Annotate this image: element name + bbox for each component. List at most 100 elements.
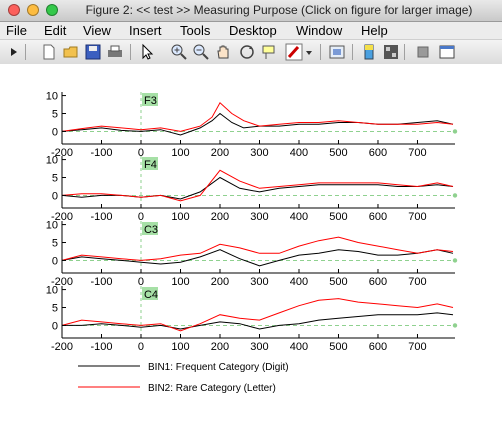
legend-label-bin2: BIN2: Rare Category (Letter) — [148, 383, 276, 394]
y-tick-label: 0 — [52, 190, 58, 202]
x-tick-label: 0 — [138, 276, 144, 288]
print-icon[interactable] — [106, 43, 124, 61]
y-tick-label: 0 — [52, 255, 58, 267]
x-tick-label: -200 — [51, 341, 73, 353]
y-tick-label: 10 — [46, 91, 58, 103]
menu-bar: File Edit View Insert Tools Desktop Wind… — [0, 22, 502, 39]
pointer-icon[interactable] — [138, 43, 156, 61]
arrow-icon[interactable] — [5, 43, 23, 61]
menu-edit[interactable]: Edit — [44, 23, 67, 38]
x-tick-label: 0 — [138, 211, 144, 223]
y-tick-label: 5 — [52, 303, 58, 315]
channel-c4-axes: C4 0 5 10 -200 -100 0 100 200 300 400 500 600 700 — [46, 285, 458, 353]
toolbar-separator — [404, 44, 405, 60]
x-tick-label: 500 — [329, 276, 347, 288]
zoom-window-button[interactable] — [46, 4, 58, 16]
legend: BIN1: Frequent Category (Digit) BIN2: Rar… — [78, 362, 289, 394]
menu-desktop[interactable]: Desktop — [229, 23, 277, 38]
zoom-out-icon[interactable] — [192, 43, 210, 61]
x-tick-label: 400 — [290, 341, 308, 353]
x-tick-label: 700 — [408, 147, 426, 159]
x-tick-label: 400 — [290, 276, 308, 288]
zoom-in-icon[interactable] — [170, 43, 188, 61]
y-tick-label: 10 — [46, 155, 58, 167]
rotate-icon[interactable] — [238, 43, 256, 61]
x-tick-label: 100 — [171, 147, 189, 159]
x-tick-label: 600 — [369, 276, 387, 288]
x-tick-label: 200 — [211, 211, 229, 223]
range-end-dot — [452, 129, 458, 134]
colorbar-icon[interactable] — [360, 43, 378, 61]
menu-help[interactable]: Help — [361, 23, 388, 38]
x-tick-label: -100 — [90, 276, 112, 288]
open-folder-icon[interactable] — [62, 43, 80, 61]
y-tick-label: 5 — [52, 109, 58, 121]
x-tick-label: -100 — [90, 147, 112, 159]
legend-icon[interactable] — [382, 43, 400, 61]
save-icon[interactable] — [84, 43, 102, 61]
x-tick-label: 100 — [171, 341, 189, 353]
channel-label: F4 — [144, 159, 157, 171]
dock-icon[interactable] — [438, 43, 456, 61]
pan-icon[interactable] — [214, 43, 232, 61]
bin2-waveform — [61, 102, 454, 132]
menu-window[interactable]: Window — [296, 23, 343, 38]
menu-tools[interactable]: Tools — [180, 23, 211, 38]
x-tick-label: 700 — [408, 211, 426, 223]
bin2-waveform — [61, 298, 454, 332]
y-tick-label: 10 — [46, 285, 58, 297]
x-tick-label: 400 — [290, 147, 308, 159]
range-end-dot — [452, 193, 458, 198]
menu-file[interactable]: File — [6, 23, 27, 38]
x-tick-label: -100 — [90, 341, 112, 353]
x-tick-label: -200 — [51, 276, 73, 288]
x-tick-label: 0 — [138, 147, 144, 159]
x-tick-label: -100 — [90, 211, 112, 223]
brush-icon[interactable] — [285, 43, 303, 61]
x-tick-label: 500 — [329, 341, 347, 353]
toolbar-separator — [25, 44, 26, 60]
x-tick-label: 200 — [211, 341, 229, 353]
toolbar — [0, 39, 502, 65]
y-tick-label: 5 — [52, 173, 58, 185]
x-tick-label: 100 — [171, 276, 189, 288]
menu-insert[interactable]: Insert — [129, 23, 162, 38]
title-bar: Figure 2: << test >> Measuring Purpose (… — [0, 0, 502, 22]
x-tick-label: 500 — [329, 147, 347, 159]
toolbar-separator — [320, 44, 321, 60]
x-tick-label: 300 — [250, 211, 268, 223]
channel-label: C4 — [144, 289, 158, 301]
y-tick-label: 0 — [52, 320, 58, 332]
channel-label: F3 — [144, 95, 157, 107]
channel-label-box — [141, 222, 158, 235]
legend-label-bin1: BIN1: Frequent Category (Digit) — [148, 362, 289, 373]
x-tick-label: 600 — [369, 341, 387, 353]
bin2-waveform — [61, 169, 454, 202]
channel-label-box — [141, 287, 158, 300]
close-window-button[interactable] — [8, 4, 20, 16]
y-tick-label: 10 — [46, 220, 58, 232]
x-tick-label: 600 — [369, 211, 387, 223]
x-tick-label: 600 — [369, 147, 387, 159]
figure-canvas: F3 0 5 10 -200 -100 0 100 200 300 400 500 600 700 F4 0 5… — [0, 64, 502, 440]
link-icon[interactable] — [328, 43, 346, 61]
data-cursor-icon[interactable] — [260, 43, 278, 61]
hide-tools-icon[interactable] — [414, 43, 432, 61]
x-tick-label: 100 — [171, 211, 189, 223]
window-title: Figure 2: << test >> Measuring Purpose (… — [85, 3, 473, 17]
y-tick-label: 0 — [52, 126, 58, 138]
channel-label-box — [141, 93, 158, 106]
brush-dropdown-icon[interactable] — [305, 43, 315, 61]
new-file-icon[interactable] — [40, 43, 58, 61]
x-tick-label: 700 — [408, 341, 426, 353]
menu-view[interactable]: View — [83, 23, 111, 38]
x-tick-label: 200 — [211, 276, 229, 288]
x-tick-label: 200 — [211, 147, 229, 159]
x-tick-label: 400 — [290, 211, 308, 223]
bin1-waveform — [61, 249, 454, 267]
bin2-waveform — [61, 236, 454, 261]
minimize-window-button[interactable] — [27, 4, 39, 16]
x-tick-label: -200 — [51, 211, 73, 223]
x-tick-label: 300 — [250, 276, 268, 288]
